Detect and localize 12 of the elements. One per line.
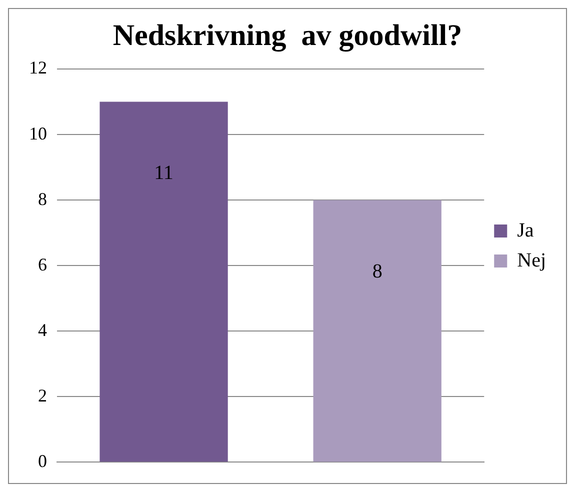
y-tick-label: 6 [38, 254, 47, 274]
y-tick-label: 0 [38, 450, 47, 471]
y-tick-label: 8 [38, 188, 47, 209]
legend-label: Nej [517, 249, 546, 272]
chart-title: Nedskrivning av goodwill? [112, 18, 462, 52]
y-tick-label: 4 [38, 320, 47, 340]
y-tick-label: 10 [29, 123, 47, 144]
data-label: 8 [372, 260, 382, 282]
y-tick-label: 12 [29, 58, 47, 78]
y-tick-label: 2 [38, 385, 47, 406]
legend-label: Ja [517, 219, 534, 242]
data-label: 11 [154, 162, 174, 184]
